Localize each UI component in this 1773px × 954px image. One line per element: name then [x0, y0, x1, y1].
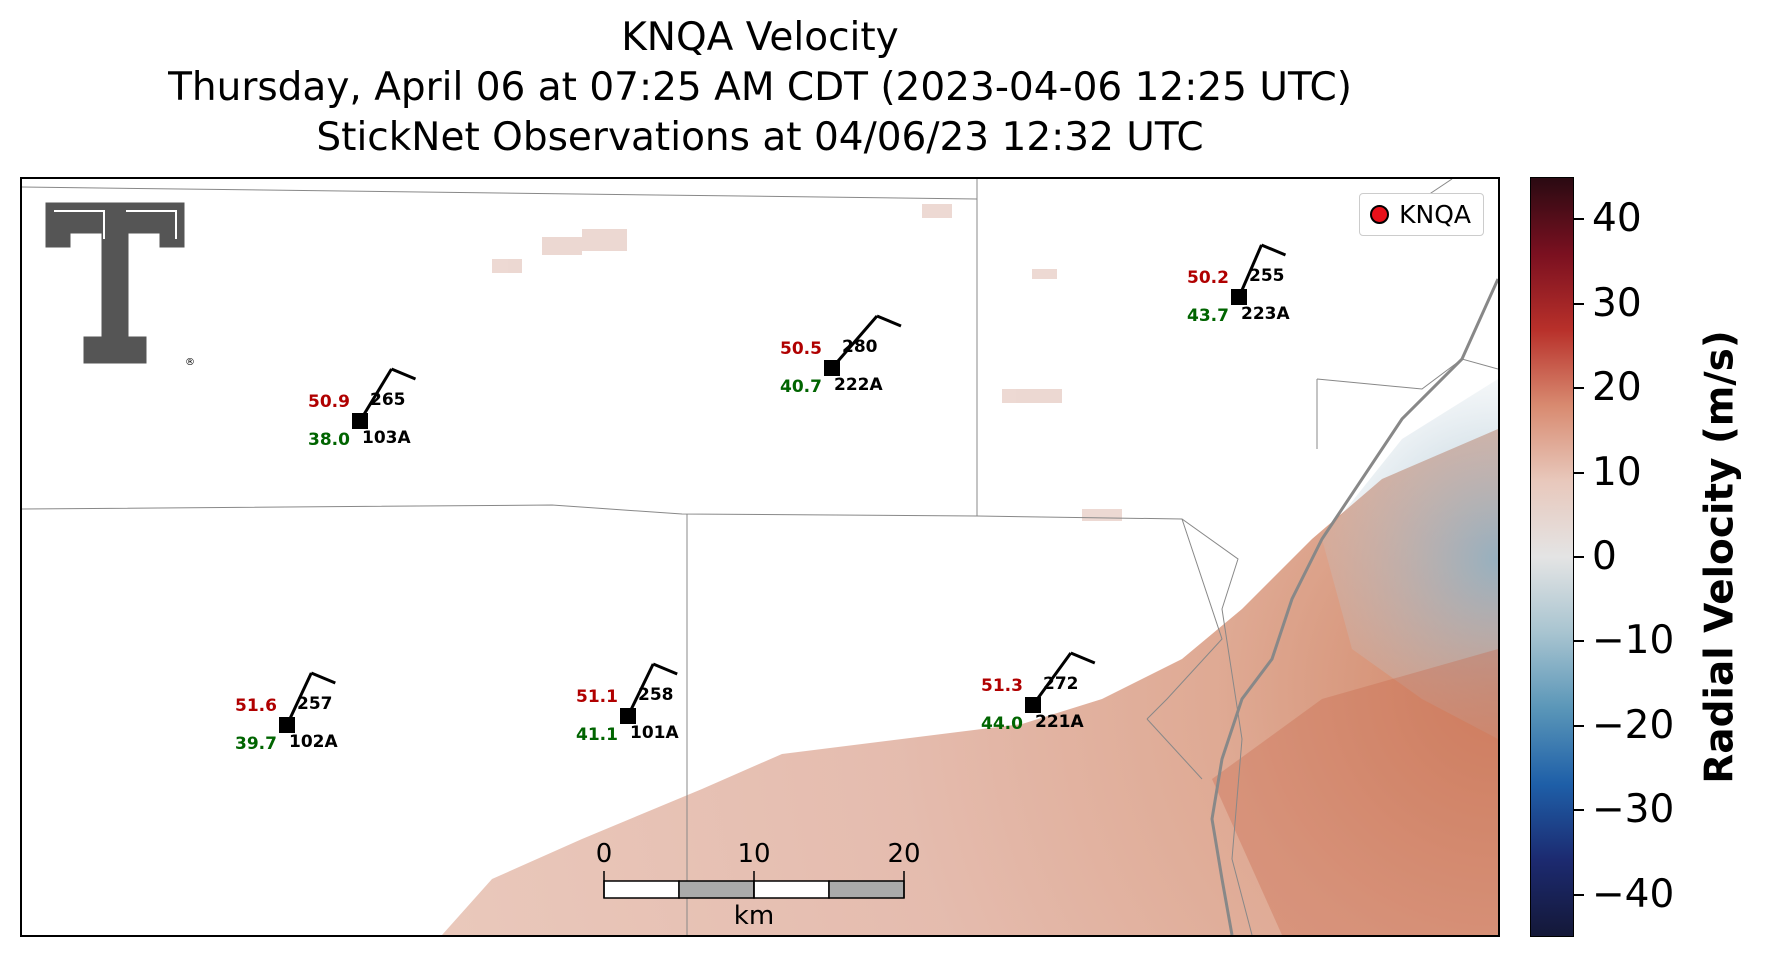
station-wind-direction: 258 — [638, 685, 674, 705]
wind-barb-staff — [285, 672, 313, 726]
station-id: 222A — [834, 375, 883, 395]
station-dewpoint: 43.7 — [1187, 306, 1229, 326]
station-wind-direction: 257 — [297, 694, 333, 714]
radar-site-marker-icon — [1370, 205, 1390, 224]
station-wind-direction: 280 — [842, 337, 878, 357]
station-marker — [1231, 289, 1247, 305]
colorbar-title: Radial Velocity (m/s) — [1697, 330, 1743, 784]
station-marker — [824, 360, 840, 376]
station-101a[interactable]: 51.1 258 41.1 101A — [576, 662, 679, 745]
station-id: 223A — [1241, 304, 1290, 324]
velocity-strong-region — [1212, 649, 1498, 935]
map-subtitle-obs: StickNet Observations at 04/06/23 12:32 … — [316, 115, 1204, 160]
colorbar-tick-label: 10 — [1592, 449, 1642, 495]
scale-tick-0: 0 — [595, 839, 613, 869]
map-legend: KNQA — [1359, 193, 1484, 236]
station-221a[interactable]: 51.3 272 44.0 221A — [981, 651, 1096, 734]
station-wind-direction: 272 — [1043, 674, 1079, 694]
colorbar-tick-mark — [1574, 471, 1584, 474]
scattered-echoes — [492, 204, 1122, 521]
colorbar-tick-label: 30 — [1592, 280, 1642, 326]
logo-trademark: ® — [185, 357, 195, 368]
river — [1210, 278, 1498, 935]
colorbar-tick-label: −10 — [1592, 618, 1675, 664]
station-102a[interactable]: 51.6 257 39.7 102A — [235, 671, 338, 754]
station-dewpoint: 39.7 — [235, 734, 277, 754]
station-temperature: 51.6 — [235, 696, 277, 716]
colorbar-tick-mark — [1574, 724, 1584, 727]
wind-barb-staff — [626, 663, 655, 717]
station-temperature: 51.1 — [576, 687, 618, 707]
wind-barb-staff — [358, 368, 393, 422]
station-temperature: 50.5 — [780, 339, 822, 359]
station-temperature: 51.3 — [981, 676, 1023, 696]
map-subtitle-time: Thursday, April 06 at 07:25 AM CDT (2023… — [168, 65, 1352, 110]
station-wind-direction: 255 — [1249, 266, 1285, 286]
wind-barb-flag — [876, 314, 902, 328]
scale-tick-10: 10 — [737, 839, 771, 869]
colorbar-tick-label: 40 — [1592, 196, 1642, 242]
wind-barb-flag — [652, 662, 678, 676]
velocity-inbound-region — [1322, 379, 1498, 739]
station-wind-direction: 265 — [370, 390, 406, 410]
station-layer: 50.9 265 38.0 103A 50.5 280 40.7 222A 50.2 255 43.… — [235, 243, 1290, 754]
station-marker — [1025, 697, 1041, 713]
station-dewpoint: 41.1 — [576, 725, 618, 745]
station-marker — [352, 413, 368, 429]
wind-barb-staff — [1031, 652, 1073, 706]
colorbar-tick-label: −20 — [1592, 702, 1675, 748]
scale-unit: km — [733, 901, 775, 931]
station-marker — [620, 708, 636, 724]
wind-barb-staff — [830, 315, 879, 369]
map-title: KNQA Velocity — [621, 15, 899, 60]
wind-barb-flag — [310, 671, 336, 685]
colorbar-tick-mark — [1574, 387, 1584, 390]
wind-barb-flag — [1260, 243, 1287, 257]
station-222a[interactable]: 50.5 280 40.7 222A — [780, 314, 902, 397]
station-id: 221A — [1035, 712, 1084, 732]
double-t-icon — [42, 199, 188, 367]
scale-bar — [603, 871, 905, 899]
station-id: 103A — [362, 428, 411, 448]
colorbar-tick-mark — [1574, 302, 1584, 305]
legend-label: KNQA — [1399, 200, 1471, 229]
scale-tick-20: 20 — [887, 839, 921, 869]
colorbar — [1530, 177, 1574, 937]
station-temperature: 50.2 — [1187, 268, 1229, 288]
colorbar-tick-mark — [1574, 556, 1584, 558]
station-dewpoint: 44.0 — [981, 714, 1023, 734]
wind-barb-flag — [390, 367, 417, 381]
colorbar-tick-label: 20 — [1592, 365, 1642, 411]
station-dewpoint: 38.0 — [308, 430, 350, 450]
county-boundaries — [22, 179, 1498, 935]
station-marker — [279, 717, 295, 733]
station-223a[interactable]: 50.2 255 43.7 223A — [1187, 243, 1290, 326]
station-id: 102A — [289, 732, 338, 752]
wind-barb-flag — [1070, 651, 1096, 665]
colorbar-tick-mark — [1574, 218, 1584, 221]
colorbar-tick-label: −40 — [1592, 871, 1675, 917]
velocity-echo-region — [442, 429, 1498, 935]
colorbar-tick-mark — [1574, 640, 1584, 643]
station-temperature: 50.9 — [308, 392, 350, 412]
colorbar-tick-label: 0 — [1592, 534, 1617, 579]
colorbar-tick-mark — [1574, 893, 1584, 896]
colorbar-tick-mark — [1574, 809, 1584, 812]
wind-barb-staff — [1237, 244, 1263, 298]
station-id: 101A — [630, 723, 679, 743]
radar-map[interactable]: 50.9 265 38.0 103A 50.5 280 40.7 222A 50.2 255 43.… — [20, 177, 1500, 937]
station-103a[interactable]: 50.9 265 38.0 103A — [308, 367, 417, 450]
texas-tech-logo: ® — [40, 197, 195, 372]
colorbar-tick-label: −30 — [1592, 787, 1675, 833]
radar-map-canvas: 50.9 265 38.0 103A 50.5 280 40.7 222A 50.2 255 43.… — [22, 179, 1498, 935]
station-dewpoint: 40.7 — [780, 377, 822, 397]
